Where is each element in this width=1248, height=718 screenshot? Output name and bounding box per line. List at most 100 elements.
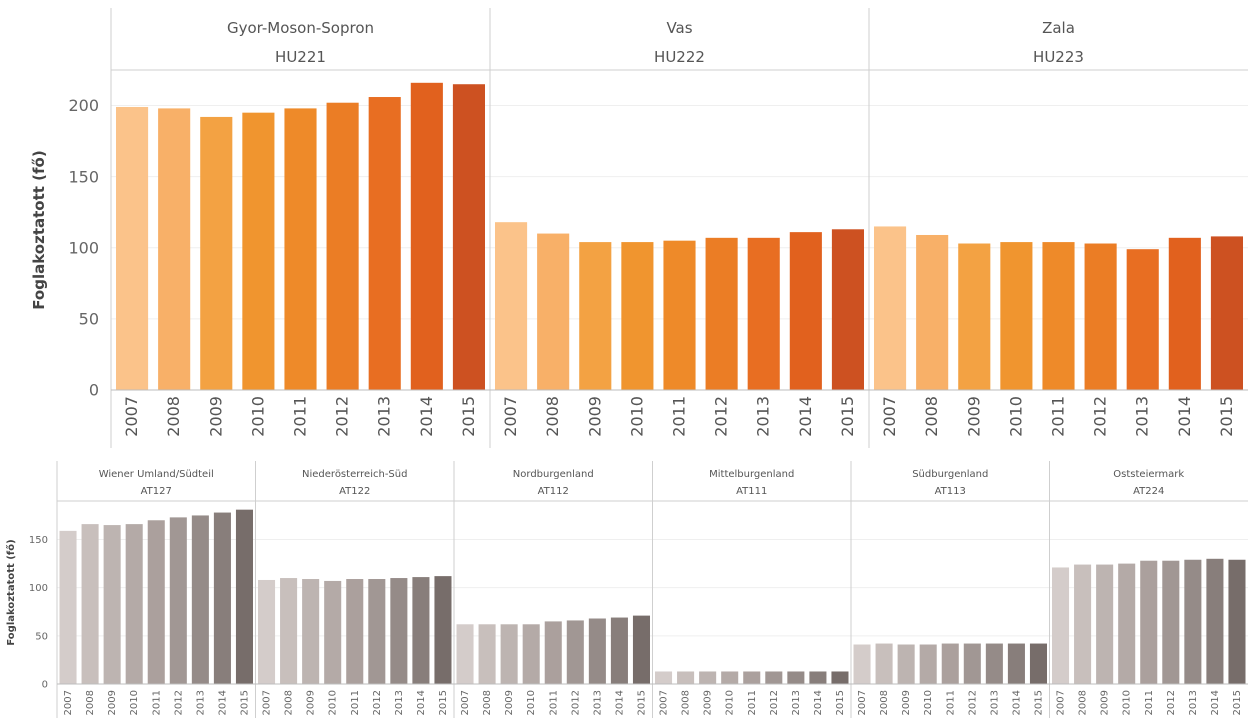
bar-AT224-2015: [1228, 559, 1246, 684]
bar-AT224-2010: [1118, 563, 1136, 684]
bar-AT113-2007: [853, 644, 871, 684]
bar-HU222-2009: [579, 242, 612, 390]
panel-title: Oststeiermark: [1113, 469, 1184, 480]
bar-AT122-2009: [302, 579, 320, 684]
x-tick-label: 2010: [725, 690, 736, 715]
panel-title: Vas: [666, 19, 692, 37]
x-tick-label: 2009: [504, 690, 515, 715]
bar-AT127-2009: [103, 525, 121, 684]
x-tick-label: 2015: [1232, 690, 1243, 715]
x-tick-label: 2013: [375, 396, 394, 437]
x-tick-label: 2013: [1133, 396, 1152, 437]
bar-AT111-2007: [655, 671, 673, 684]
panel-code: AT111: [736, 486, 767, 497]
bar-AT224-2009: [1096, 564, 1114, 684]
bar-AT111-2014: [809, 671, 827, 684]
bar-AT113-2009: [897, 644, 915, 684]
bar-AT224-2013: [1184, 559, 1202, 684]
bar-AT111-2008: [677, 671, 695, 684]
panel-AT127: Wiener Umland/Südteil AT127 2007 2008 2009 20…: [59, 469, 253, 715]
bar-AT127-2012: [169, 517, 187, 684]
bar-HU221-2013: [368, 97, 401, 391]
x-tick-label: 2014: [1210, 690, 1221, 715]
bar-AT111-2011: [743, 671, 761, 684]
panel-code: HU221: [275, 48, 326, 66]
x-tick-label: 2012: [570, 690, 581, 715]
x-tick-label: 2012: [967, 690, 978, 715]
x-tick-label: 2014: [1011, 690, 1022, 715]
panel-code: AT224: [1133, 486, 1164, 497]
x-tick-label: 2012: [173, 690, 184, 715]
panel-code: HU222: [654, 48, 705, 66]
panel-HU221: Gyor-Moson-Sopron HU221 2007 2008 2009 2010 20…: [116, 19, 485, 437]
x-tick-label: 2009: [306, 690, 317, 715]
x-tick-label: 2009: [585, 396, 604, 437]
bar-AT122-2012: [368, 579, 386, 684]
bar-HU222-2008: [537, 233, 570, 390]
bar-HU221-2007: [116, 106, 149, 390]
panel-AT224: Oststeiermark AT224 2007 2008 2009 2010 2011 20…: [1049, 461, 1246, 718]
panel-code: AT113: [935, 486, 966, 497]
panel-AT122: Niederösterreich-Süd AT122 2007 2008 2009 201…: [255, 461, 452, 718]
y-axis-label: Foglakoztatott (fő): [30, 150, 48, 309]
bar-AT224-2011: [1140, 560, 1158, 684]
bar-AT111-2012: [765, 671, 783, 684]
x-tick-label: 2008: [284, 690, 295, 715]
chart-2: Foglakoztatott (fő) 0 50 100 150 Wiener Umlan…: [5, 461, 1248, 718]
x-tick-label: 2014: [813, 690, 824, 715]
x-tick-label: 2007: [63, 690, 74, 715]
x-tick-label: 2011: [548, 690, 559, 715]
panel-HU223: Zala HU223 2007 2008 2009 2010 2011 2012 2013 201…: [868, 8, 1243, 448]
bar-AT113-2015: [1029, 643, 1047, 684]
bar-AT111-2015: [831, 671, 849, 684]
bar-HU221-2015: [452, 84, 485, 390]
x-tick-label: 2014: [1175, 396, 1194, 437]
x-tick-label: 2011: [1049, 396, 1068, 437]
panel-title: Gyor-Moson-Sopron: [227, 19, 374, 37]
bar-HU222-2012: [705, 237, 738, 390]
x-tick-label: 2013: [592, 690, 603, 715]
panel-AT111: Mittelburgenland AT111 2007 2008 2009 2010 201…: [652, 461, 849, 718]
x-tick-label: 2013: [791, 690, 802, 715]
bar-AT112-2012: [566, 620, 584, 684]
bar-AT122-2011: [346, 579, 364, 684]
bar-AT224-2012: [1162, 560, 1180, 684]
bar-AT224-2014: [1206, 558, 1224, 684]
bar-AT112-2014: [610, 617, 628, 684]
x-tick-label: 2013: [989, 690, 1000, 715]
panel-title: Mittelburgenland: [709, 469, 794, 480]
x-tick-label: 2008: [164, 396, 183, 437]
bar-HU223-2008: [916, 234, 949, 390]
bar-AT112-2009: [500, 624, 518, 684]
x-tick-label: 2009: [703, 690, 714, 715]
bar-HU222-2011: [663, 240, 696, 390]
panel-title: Niederösterreich-Süd: [302, 469, 407, 480]
x-tick-label: 2010: [129, 690, 140, 715]
bar-AT112-2008: [478, 624, 496, 684]
x-tick-label: 2007: [262, 690, 273, 715]
x-tick-label: 2015: [838, 396, 857, 437]
bar-AT127-2010: [125, 524, 143, 684]
bar-HU222-2013: [747, 237, 780, 390]
x-tick-label: 2009: [206, 396, 225, 437]
y-axis-label: Foglakoztatott (fő): [5, 539, 17, 645]
panel-HU222: Vas HU222 2007 2008 2009 2010 2011 2012 2013 2014…: [489, 8, 864, 448]
bar-AT113-2011: [941, 643, 959, 684]
x-tick-label: 2013: [754, 396, 773, 437]
bar-AT122-2013: [390, 578, 408, 684]
bar-HU223-2010: [1000, 242, 1033, 390]
x-tick-label: 2007: [659, 690, 670, 715]
x-tick-label: 2015: [835, 690, 846, 715]
x-tick-label: 2008: [1078, 690, 1089, 715]
x-tick-label: 2013: [1188, 690, 1199, 715]
x-tick-label: 2010: [1006, 396, 1025, 437]
panel-code: HU223: [1033, 48, 1084, 66]
x-tick-label: 2013: [394, 690, 405, 715]
x-tick-label: 2008: [879, 690, 890, 715]
bar-HU223-2013: [1126, 249, 1159, 390]
x-tick-label: 2011: [151, 690, 162, 715]
bar-HU221-2008: [158, 108, 191, 391]
x-tick-label: 2014: [217, 690, 228, 715]
bar-HU223-2014: [1168, 237, 1201, 390]
